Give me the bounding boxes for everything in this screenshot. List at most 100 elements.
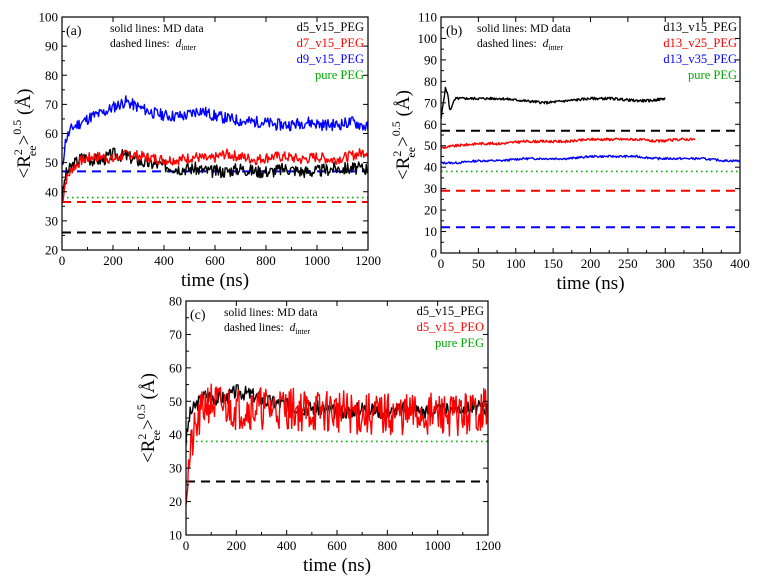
y-tick-label: 50 xyxy=(424,138,437,153)
y-tick-label: 30 xyxy=(45,213,58,228)
x-axis-title: time (ns) xyxy=(303,555,371,576)
y-tick-label: 20 xyxy=(169,494,182,509)
y-axis-title-part: 0.5 xyxy=(389,121,403,136)
y-axis-title-part: 0.5 xyxy=(10,120,24,135)
y-tick-label: 50 xyxy=(169,394,182,409)
x-tick-label: 800 xyxy=(256,253,276,268)
x-tick-label: 600 xyxy=(205,253,225,268)
x-axis-title: time (ns) xyxy=(181,270,249,291)
note-dashed-sub: inter xyxy=(548,43,563,52)
x-tick-label: 1200 xyxy=(355,253,381,268)
y-axis-title-part: <R xyxy=(138,439,159,463)
chart-panel-2: 0 200 400 600 800 1000 1200 10 20 30 40 50 60 70 80 tim… xyxy=(134,294,501,577)
note-solid-lines: solid lines: MD data xyxy=(224,307,318,319)
x-tick-label: 250 xyxy=(618,256,638,271)
note-dashed-prefix: dashed lines: xyxy=(477,38,540,50)
x-tick-label: 200 xyxy=(103,253,123,268)
y-tick-label: 90 xyxy=(45,39,58,54)
y-tick-label: 60 xyxy=(424,117,437,132)
note-dashed-lines: dashed lines: dinter xyxy=(110,38,196,52)
y-tick-label: 60 xyxy=(45,126,58,141)
y-axis-title-part: ee xyxy=(404,147,418,158)
y-tick-label: 60 xyxy=(169,360,182,375)
x-tick-label: 0 xyxy=(59,253,66,268)
series-line-d13-v35-peg xyxy=(441,154,740,165)
note-solid-lines: solid lines: MD data xyxy=(477,23,571,35)
legend-entry-d13-v25-peg: d13_v25_PEG xyxy=(663,36,737,50)
x-tick-label: 1000 xyxy=(304,253,330,268)
y-axis-title-part: 0.5 xyxy=(134,404,148,419)
x-tick-label: 200 xyxy=(581,256,601,271)
y-axis-title-part: <R xyxy=(14,155,35,179)
y-axis-title-part: 2 xyxy=(135,434,149,440)
y-tick-label: 70 xyxy=(169,327,182,342)
note-dashed-var: d xyxy=(543,38,549,50)
chart-panel-1: 0 50 100 150 200 250 300 350 400 0 10 20 30 40 50 60 70 8… xyxy=(389,10,750,295)
series-line-d13-v15-peg xyxy=(441,86,666,120)
y-axis-title: <R2ee>0.5 (Å) xyxy=(134,373,163,463)
y-axis-title-part: > xyxy=(393,136,414,147)
y-axis-title-part: (Å) xyxy=(14,89,35,120)
y-tick-label: 30 xyxy=(169,461,182,476)
note-dashed-lines: dashed lines: dinter xyxy=(224,322,310,336)
x-tick-label: 800 xyxy=(378,538,398,553)
legend-entry-d5-v15-peg: d5_v15_PEG xyxy=(417,304,484,318)
y-tick-label: 80 xyxy=(45,68,58,83)
y-tick-label: 90 xyxy=(424,52,437,67)
y-tick-label: 20 xyxy=(424,203,437,218)
y-tick-label: 80 xyxy=(169,294,182,309)
y-axis-title: <R2ee>0.5 (Å) xyxy=(10,89,39,179)
note-solid-lines: solid lines: MD data xyxy=(110,23,204,35)
note-dashed-lines: dashed lines: dinter xyxy=(477,38,563,52)
y-tick-label: 70 xyxy=(424,95,437,110)
y-axis-title-part: (Å) xyxy=(138,373,159,404)
x-tick-label: 150 xyxy=(543,256,563,271)
y-tick-label: 110 xyxy=(418,10,437,25)
x-tick-label: 300 xyxy=(656,256,676,271)
panel-label: (a) xyxy=(66,24,82,39)
x-tick-label: 0 xyxy=(438,256,445,271)
x-tick-label: 400 xyxy=(277,538,297,553)
y-tick-label: 100 xyxy=(39,10,59,25)
x-tick-label: 350 xyxy=(693,256,713,271)
x-tick-label: 400 xyxy=(730,256,750,271)
x-tick-label: 100 xyxy=(506,256,526,271)
y-tick-label: 10 xyxy=(169,528,182,543)
legend-entry-d5-v15-peg: d5_v15_PEG xyxy=(297,20,364,34)
y-tick-label: 40 xyxy=(424,160,437,175)
x-tick-label: 200 xyxy=(227,538,247,553)
x-axis-title: time (ns) xyxy=(556,273,624,294)
panel-label: (c) xyxy=(190,308,206,323)
note-dashed-var: d xyxy=(176,38,182,50)
legend-entry-pure-peg: pure PEG xyxy=(688,68,737,82)
y-axis-title-part: (Å) xyxy=(393,90,414,121)
series-line-d7-v15-peg xyxy=(62,147,368,204)
note-dashed-sub: inter xyxy=(181,43,196,52)
y-tick-label: 30 xyxy=(424,181,437,196)
note-dashed-var: d xyxy=(290,322,296,334)
series-line-d5-v15-peg xyxy=(62,147,368,202)
y-axis-title-part: > xyxy=(14,135,35,146)
y-axis-title-part: > xyxy=(138,419,159,430)
chart-panel-0: 0 200 400 600 800 1000 1200 20 30 40 50 60 70 80 90 100… xyxy=(10,10,381,292)
x-tick-label: 600 xyxy=(327,538,347,553)
y-tick-label: 20 xyxy=(45,243,58,258)
x-tick-label: 50 xyxy=(472,256,485,271)
legend-entry-d5-v15-peo: d5_v15_PEO xyxy=(417,320,484,334)
y-axis-title: <R2ee>0.5 (Å) xyxy=(389,90,418,180)
y-tick-label: 0 xyxy=(431,246,438,261)
y-tick-label: 40 xyxy=(45,184,58,199)
note-dashed-prefix: dashed lines: xyxy=(110,38,173,50)
x-tick-label: 400 xyxy=(154,253,174,268)
series-line-d9-v15-peg xyxy=(62,95,368,166)
legend-entry-d13-v35-peg: d13_v35_PEG xyxy=(663,52,737,66)
y-axis-title-part: 2 xyxy=(390,151,404,157)
legend-entry-d13-v15-peg: d13_v15_PEG xyxy=(663,20,737,34)
y-tick-label: 80 xyxy=(424,74,437,89)
legend-entry-d7-v15-peg: d7_v15_PEG xyxy=(297,36,364,50)
x-tick-label: 1000 xyxy=(425,538,451,553)
y-tick-label: 70 xyxy=(45,97,58,112)
y-axis-title-part: ee xyxy=(149,430,163,441)
y-tick-label: 40 xyxy=(169,427,182,442)
